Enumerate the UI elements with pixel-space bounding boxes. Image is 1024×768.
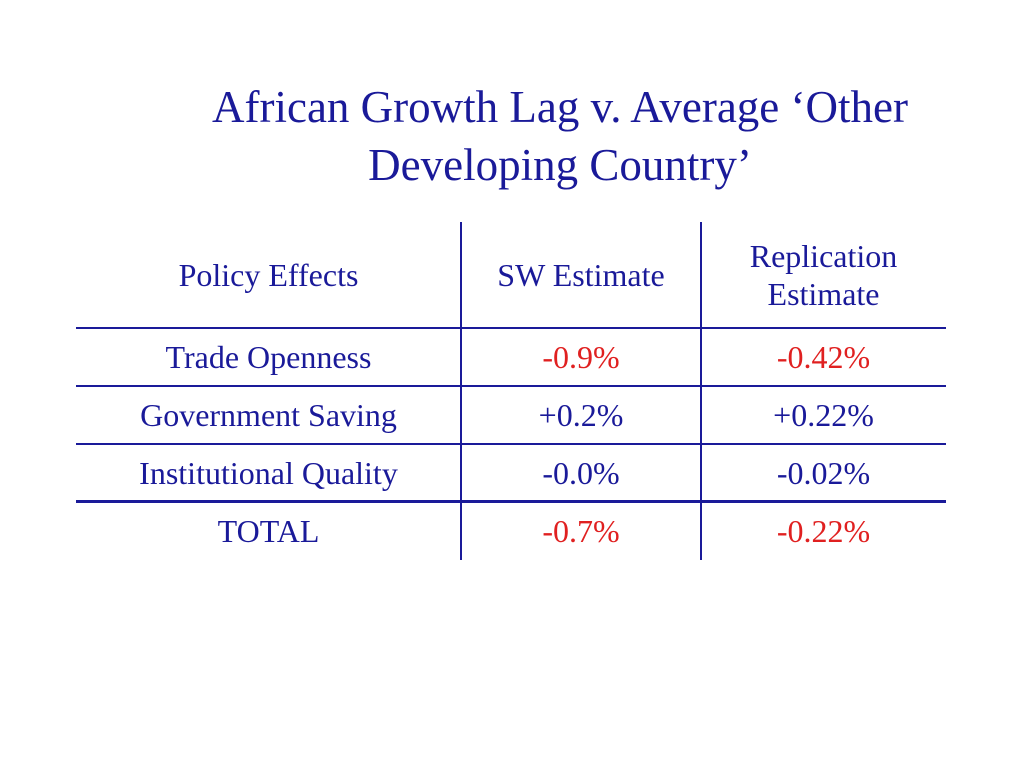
row-trade-openness-label: Trade Openness bbox=[165, 339, 372, 375]
table-column-divider-1 bbox=[460, 222, 462, 560]
slide-title-line-1: African Growth Lag v. Average ‘Other bbox=[212, 82, 908, 132]
table-divider-row-1 bbox=[76, 385, 946, 387]
slide-title-line-2: Developing Country’ bbox=[368, 140, 752, 190]
header-replication-line-2: Estimate bbox=[767, 276, 880, 312]
header-replication-line-1: Replication bbox=[749, 238, 898, 274]
row-institutional-quality-sw: -0.0% bbox=[542, 455, 620, 491]
policy-effects-table: Policy Effects SW Estimate Replication E… bbox=[76, 222, 946, 560]
table-divider-total bbox=[76, 500, 946, 503]
row-total-sw: -0.7% bbox=[542, 513, 620, 549]
header-policy-effects: Policy Effects bbox=[178, 257, 359, 293]
row-government-saving-label: Government Saving bbox=[140, 397, 397, 433]
row-total-replication: -0.22% bbox=[776, 513, 871, 549]
row-government-saving-replication: +0.22% bbox=[773, 397, 874, 433]
row-trade-openness-replication: -0.42% bbox=[776, 339, 871, 375]
row-total-label: TOTAL bbox=[217, 513, 320, 549]
header-replication-estimate: Replication Estimate bbox=[701, 222, 946, 328]
row-government-saving-sw: +0.2% bbox=[538, 397, 624, 433]
row-institutional-quality-label: Institutional Quality bbox=[139, 455, 398, 491]
slide-title: African Growth Lag v. Average ‘Other Dev… bbox=[60, 78, 1024, 194]
row-trade-openness-sw: -0.9% bbox=[542, 339, 620, 375]
header-sw-estimate: SW Estimate bbox=[497, 257, 665, 293]
table-divider-header bbox=[76, 327, 946, 329]
row-institutional-quality-replication: -0.02% bbox=[776, 455, 871, 491]
table-column-divider-2 bbox=[700, 222, 702, 560]
table-divider-row-2 bbox=[76, 443, 946, 445]
